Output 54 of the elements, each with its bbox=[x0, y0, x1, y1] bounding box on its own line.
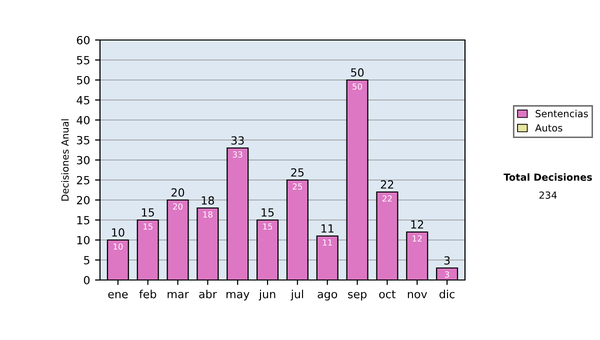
legend-label: Autos bbox=[535, 124, 562, 132]
annotation: 18 bbox=[202, 196, 214, 205]
x-tick-label: mar bbox=[168, 292, 189, 298]
y-tick-label: 40 bbox=[76, 116, 90, 124]
data-label: 25 bbox=[292, 183, 302, 190]
data-label: 11 bbox=[322, 239, 332, 246]
data-label: 33 bbox=[232, 151, 242, 158]
y-tick-label: 60 bbox=[76, 36, 90, 44]
annotation: 22 bbox=[380, 180, 394, 188]
y-tick-label: 5 bbox=[84, 256, 90, 264]
data-label: 50 bbox=[352, 83, 362, 90]
data-label: 15 bbox=[263, 223, 272, 230]
text: 234 bbox=[539, 191, 557, 199]
x-tick-label: ene bbox=[108, 292, 128, 298]
y-tick-label: 55 bbox=[76, 56, 90, 64]
x-tick-label: jun bbox=[258, 290, 276, 300]
y-tick-label: 0 bbox=[84, 276, 90, 284]
annotation: 15 bbox=[142, 208, 154, 217]
data-label: 18 bbox=[203, 211, 212, 218]
legend-label: Sentencias bbox=[536, 110, 588, 118]
x-tick-label: ago bbox=[318, 292, 338, 300]
data-label: 10 bbox=[114, 243, 123, 250]
y-tick-label: 25 bbox=[76, 176, 90, 184]
annotation: 20 bbox=[172, 188, 184, 197]
x-tick-label: dic bbox=[440, 290, 454, 298]
y-tick-label: 45 bbox=[76, 96, 90, 104]
y-tick-label: 20 bbox=[76, 196, 90, 204]
x-tick-label: nov bbox=[408, 292, 428, 298]
y-tick-label: 30 bbox=[76, 156, 90, 164]
annotation: 25 bbox=[291, 168, 304, 177]
y-tick-label: 50 bbox=[76, 76, 90, 84]
data-label: 12 bbox=[412, 235, 422, 242]
x-tick-label: may bbox=[226, 292, 250, 300]
y-tick-label: 10 bbox=[77, 236, 90, 244]
data-label: 3 bbox=[445, 271, 450, 278]
annotation: 3 bbox=[444, 256, 450, 265]
data-label: 15 bbox=[143, 223, 152, 230]
annotation: 11 bbox=[322, 224, 334, 232]
y-axis-title: Decisiones Anual bbox=[61, 119, 69, 201]
x-tick-label: oct bbox=[379, 290, 396, 298]
data-label: 22 bbox=[382, 195, 392, 202]
x-tick-label: feb bbox=[139, 290, 156, 298]
x-tick-label: abr bbox=[199, 290, 217, 298]
annotation: 12 bbox=[411, 220, 424, 228]
x-tick-label: jul bbox=[290, 290, 304, 300]
data-label: 20 bbox=[173, 203, 183, 210]
annotation: 50 bbox=[351, 68, 364, 77]
annotation: 33 bbox=[231, 136, 244, 145]
annotation: 15 bbox=[262, 208, 274, 217]
y-tick-label: 35 bbox=[76, 136, 90, 144]
y-tick-label: 15 bbox=[77, 216, 90, 224]
annotation: 10 bbox=[112, 228, 124, 237]
x-tick-label: sep bbox=[348, 292, 367, 300]
text: Total Decisiones bbox=[504, 173, 592, 181]
